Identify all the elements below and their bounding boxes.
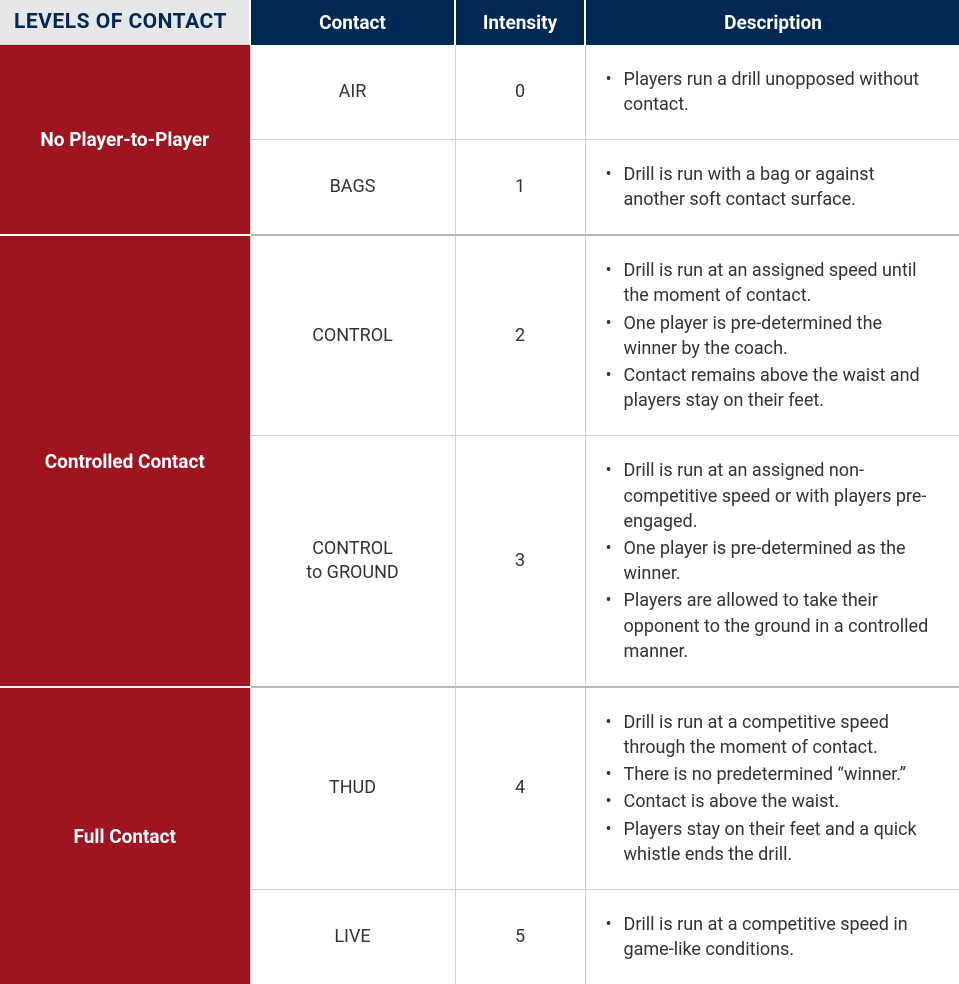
- description-item: Drill is run with a bag or against anoth…: [606, 162, 936, 212]
- level-label: No Player-to-Player: [0, 45, 250, 236]
- description-item: Drill is run at a competitive speed in g…: [606, 912, 936, 962]
- description-item: Players run a drill unopposed without co…: [606, 67, 936, 117]
- description-list: Drill is run with a bag or against anoth…: [606, 162, 936, 212]
- description-item: Players are allowed to take their oppone…: [606, 588, 936, 664]
- description-cell: Drill is run at an assigned speed until …: [585, 235, 959, 436]
- table-row: No Player-to-PlayerAIR0Players run a dri…: [0, 45, 959, 140]
- table-row: Full ContactTHUD4Drill is run at a compe…: [0, 687, 959, 890]
- table-header-row: LEVELS OF CONTACT Contact Intensity Desc…: [0, 0, 959, 45]
- description-list: Drill is run at an assigned non-competit…: [606, 458, 936, 664]
- description-item: One player is pre-determined the winner …: [606, 311, 936, 361]
- description-item: Drill is run at a competitive speed thro…: [606, 710, 936, 760]
- description-item: Players stay on their feet and a quick w…: [606, 817, 936, 867]
- contact-value: CONTROLto GROUND: [250, 436, 455, 687]
- intensity-value: 2: [455, 235, 585, 436]
- intensity-value: 0: [455, 45, 585, 140]
- description-item: Contact remains above the waist and play…: [606, 363, 936, 413]
- description-item: One player is pre-determined as the winn…: [606, 536, 936, 586]
- column-header-description: Description: [585, 0, 959, 45]
- description-cell: Drill is run at a competitive speed thro…: [585, 687, 959, 890]
- description-list: Drill is run at an assigned speed until …: [606, 258, 936, 413]
- level-label: Controlled Contact: [0, 235, 250, 687]
- intensity-value: 4: [455, 687, 585, 890]
- description-list: Drill is run at a competitive speed in g…: [606, 912, 936, 962]
- table-row: Controlled ContactCONTROL2Drill is run a…: [0, 235, 959, 436]
- table-body: No Player-to-PlayerAIR0 Players run a dri…: [0, 45, 959, 984]
- level-label: Full Contact: [0, 687, 250, 984]
- description-item: Drill is run at an assigned speed until …: [606, 258, 936, 308]
- column-header-intensity: Intensity: [455, 0, 585, 45]
- description-cell: Drill is run at an assigned non-competit…: [585, 436, 959, 687]
- table-title: LEVELS OF CONTACT: [0, 0, 250, 45]
- description-cell: Players run a drill unopposed without co…: [585, 45, 959, 140]
- description-cell: Drill is run at a competitive speed in g…: [585, 890, 959, 984]
- intensity-value: 1: [455, 139, 585, 235]
- contact-value: LIVE: [250, 890, 455, 984]
- contact-value: CONTROL: [250, 235, 455, 436]
- description-list: Players run a drill unopposed without co…: [606, 67, 936, 117]
- description-item: Drill is run at an assigned non-competit…: [606, 458, 936, 534]
- contact-value: THUD: [250, 687, 455, 890]
- levels-of-contact-table: LEVELS OF CONTACT Contact Intensity Desc…: [0, 0, 959, 984]
- column-header-contact: Contact: [250, 0, 455, 45]
- description-item: Contact is above the waist.: [606, 789, 936, 814]
- contact-value: AIR: [250, 45, 455, 140]
- description-item: There is no predetermined “winner.”: [606, 762, 936, 787]
- contact-value: BAGS: [250, 139, 455, 235]
- description-cell: Drill is run with a bag or against anoth…: [585, 139, 959, 235]
- intensity-value: 5: [455, 890, 585, 984]
- intensity-value: 3: [455, 436, 585, 687]
- description-list: Drill is run at a competitive speed thro…: [606, 710, 936, 867]
